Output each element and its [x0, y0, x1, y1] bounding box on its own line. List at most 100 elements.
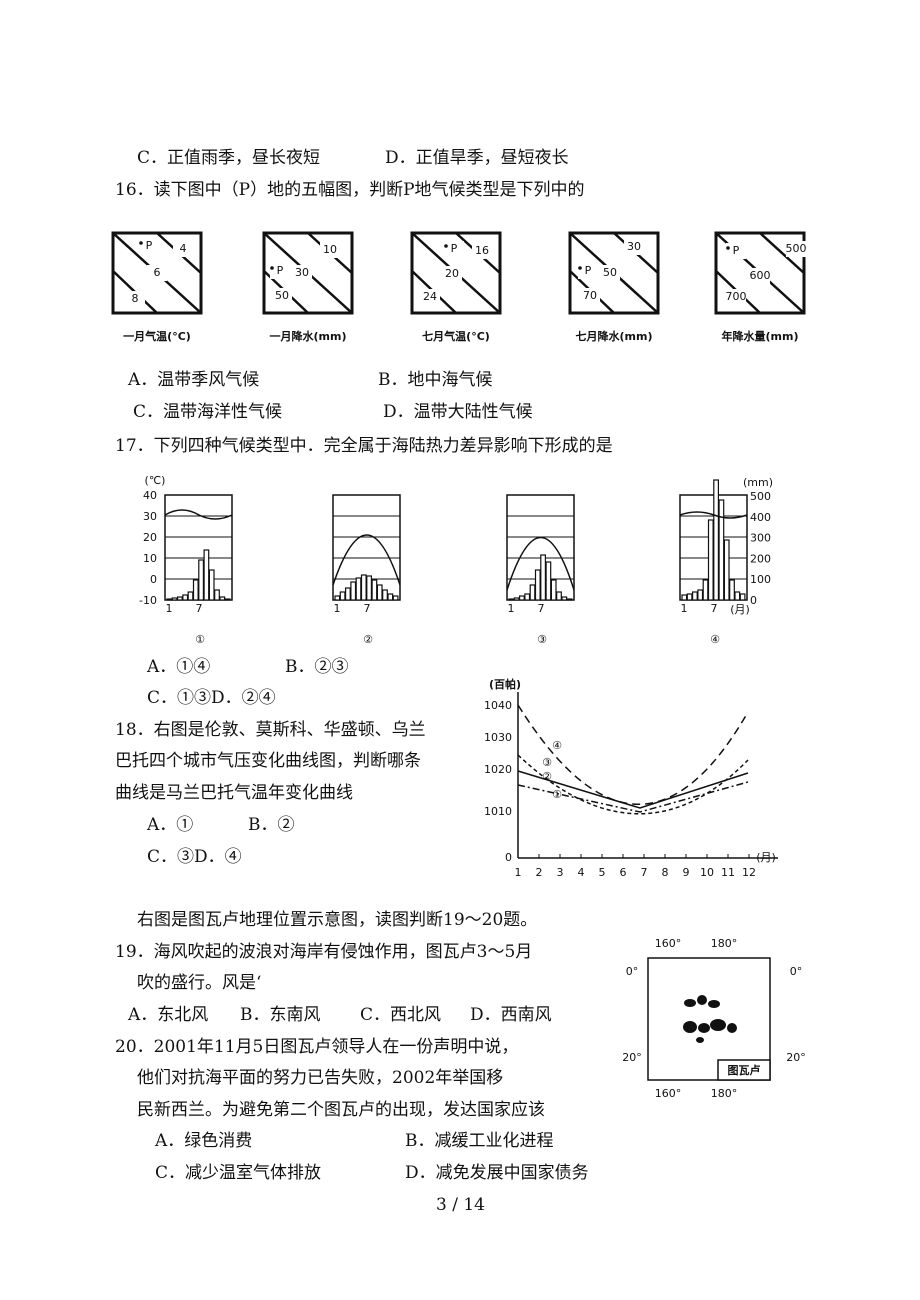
map-label: P — [585, 264, 592, 277]
precip-bar — [224, 598, 231, 601]
label-bg — [444, 241, 464, 257]
x-tick-label: 7 — [196, 602, 203, 615]
map-label: 700 — [726, 290, 747, 303]
precip-bar — [382, 589, 388, 601]
axis-unit: (百帕) — [489, 677, 521, 691]
curve-label: ③ — [542, 756, 552, 769]
map-label: P — [451, 242, 458, 255]
map-caption: 七月降水(mm) — [576, 329, 653, 343]
page-number: 3 / 14 — [436, 1195, 485, 1215]
text-line: A．温带季风气候 — [128, 370, 260, 390]
map-label: P — [733, 244, 740, 257]
precip-bar — [518, 595, 525, 601]
island — [698, 1023, 710, 1033]
precip-bar — [360, 574, 367, 601]
y-tick-label: 0 — [750, 594, 757, 607]
axis-unit: (mm) — [743, 476, 773, 489]
x-tick-label: 6 — [620, 866, 627, 879]
precip-bar — [561, 596, 568, 601]
map-caption: 年降水量(mm) — [722, 329, 799, 343]
precip-bar — [355, 577, 362, 601]
precip-bar — [734, 591, 741, 601]
precip-bar — [702, 579, 709, 601]
precip-bar — [350, 581, 357, 601]
text-line: B．地中海气候 — [378, 370, 493, 390]
precip-bar — [219, 596, 226, 601]
precip-bar — [371, 579, 378, 601]
text-line: B．② — [248, 815, 295, 835]
temp-curve — [164, 509, 233, 520]
map-label: 70 — [583, 289, 597, 302]
y-tick-label: 1040 — [484, 699, 512, 712]
label-bg — [270, 263, 290, 279]
precip-bar — [534, 569, 541, 601]
text-line: D．温带大陆性气候 — [383, 402, 533, 422]
label-bg — [786, 241, 806, 257]
precip-bar — [203, 549, 210, 601]
precip-bar — [540, 554, 546, 601]
map-label: P — [277, 264, 284, 277]
p-dot — [726, 246, 730, 250]
text-line: 他们对抗海平面的努力已告失败，2002年举国移 — [137, 1068, 504, 1088]
label-bg — [292, 265, 312, 281]
precip-bar — [529, 584, 536, 601]
x-unit: (月) — [730, 603, 750, 616]
precip-bar — [681, 594, 688, 601]
map-label: 30 — [295, 266, 309, 279]
y-tick-label: 0 — [150, 573, 157, 586]
label-bg — [600, 265, 620, 281]
precip-bar — [182, 594, 189, 601]
temp-curve — [506, 536, 575, 591]
text-line: 巴托四个城市气压变化曲线图，判断哪条 — [115, 751, 421, 771]
text-line: C．西北风 — [360, 1005, 442, 1025]
text-line: B．东南风 — [240, 1005, 321, 1025]
p-dot — [444, 244, 448, 248]
lat-label: 0° — [626, 965, 639, 978]
p-dot — [139, 241, 143, 245]
island — [697, 995, 707, 1005]
text-line: A．①④ — [147, 657, 211, 677]
label-bg — [472, 243, 492, 259]
label-bg — [442, 266, 462, 282]
x-tick-label: 2 — [536, 866, 543, 879]
y-tick-label: 1010 — [484, 805, 512, 818]
text-line: A．绿色消费 — [155, 1131, 253, 1151]
precip-bar — [723, 539, 730, 601]
text-line: 曲线是马兰巴托气温年变化曲线 — [115, 783, 353, 803]
text-line: A．东北风 — [128, 1005, 209, 1025]
precip-bar — [392, 595, 399, 601]
label-bg — [420, 289, 440, 305]
label-bg — [578, 263, 598, 279]
island — [684, 999, 696, 1007]
precip-bar — [376, 584, 383, 601]
text-line: 吹的盛行。风是‘ — [137, 973, 262, 993]
x-tick-label: 7 — [711, 602, 718, 615]
precip-bar — [214, 589, 220, 601]
y-tick-label: 20 — [143, 531, 157, 544]
text-line: D．减免发展中国家债务 — [405, 1163, 589, 1183]
label-bg — [580, 288, 600, 304]
x-tick-label: 9 — [683, 866, 690, 879]
precip-bar — [345, 587, 351, 601]
island — [683, 1021, 697, 1033]
lat-label: 0° — [790, 965, 803, 978]
x-tick-label: 8 — [662, 866, 669, 879]
text-line: 16．读下图中（P）地的五幅图，判断P地气候类型是下列中的 — [115, 180, 585, 200]
precip-bar — [545, 561, 552, 601]
island — [710, 1019, 726, 1031]
x-tick-label: 1 — [166, 602, 173, 615]
pressure-curve — [517, 754, 749, 815]
lon-label: 160° — [655, 1087, 682, 1100]
island — [708, 1000, 720, 1008]
axis-unit: (℃) — [145, 474, 166, 487]
map-label: 16 — [475, 244, 489, 257]
map-label: 50 — [603, 266, 617, 279]
map-label: 6 — [154, 266, 161, 279]
text-line: 19．海风吹起的波浪对海岸有侵蚀作用，图瓦卢3～5月 — [115, 942, 533, 962]
x-tick-label: 5 — [599, 866, 606, 879]
island — [696, 1037, 704, 1043]
text-line: C．①③D．②④ — [147, 688, 276, 708]
x-tick-label: 1 — [515, 866, 522, 879]
text-line: C．正值雨季，昼长夜短 — [137, 148, 321, 168]
